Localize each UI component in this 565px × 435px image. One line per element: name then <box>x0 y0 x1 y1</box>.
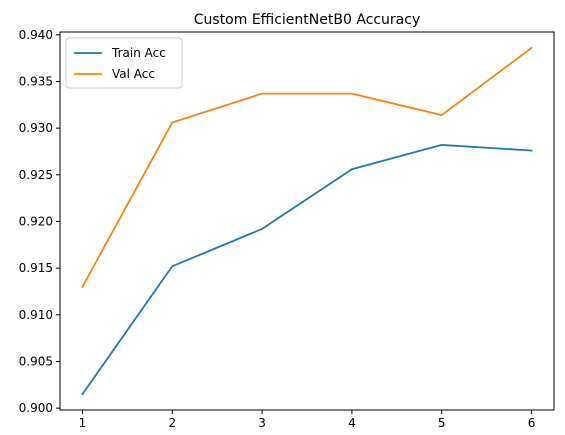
x-tick-label: 2 <box>168 416 176 430</box>
legend-box <box>65 37 183 89</box>
y-tick-label: 0.930 <box>19 121 53 135</box>
x-tick-label: 3 <box>258 416 266 430</box>
y-tick-label: 0.915 <box>19 261 53 275</box>
y-tick-label: 0.905 <box>19 354 53 368</box>
x-tick-label: 5 <box>438 416 446 430</box>
x-tick-label: 1 <box>79 416 87 430</box>
y-tick-label: 0.900 <box>19 401 53 415</box>
legend: Train Acc Val Acc <box>65 37 183 89</box>
chart-title: Custom EfficientNetB0 Accuracy <box>194 12 420 28</box>
x-tick-label: 4 <box>348 416 356 430</box>
y-tick-label: 0.935 <box>19 74 53 88</box>
axes-frame <box>59 31 555 411</box>
series-line-1 <box>81 46 533 289</box>
x-tick-label: 6 <box>528 416 536 430</box>
y-tick-label: 0.925 <box>19 168 53 182</box>
y-tick-label: 0.920 <box>19 214 53 228</box>
plot-area <box>81 46 533 396</box>
axes: 1 2 3 4 5 6 0.900 0.905 0.910 0.915 0.920 0.925 0.93… <box>19 28 555 430</box>
legend-label-0: Train Acc <box>111 46 166 60</box>
y-tick-label: 0.910 <box>19 308 53 322</box>
series-line-0 <box>81 144 533 396</box>
y-tick-label: 0.940 <box>19 28 53 42</box>
legend-label-1: Val Acc <box>112 67 155 81</box>
